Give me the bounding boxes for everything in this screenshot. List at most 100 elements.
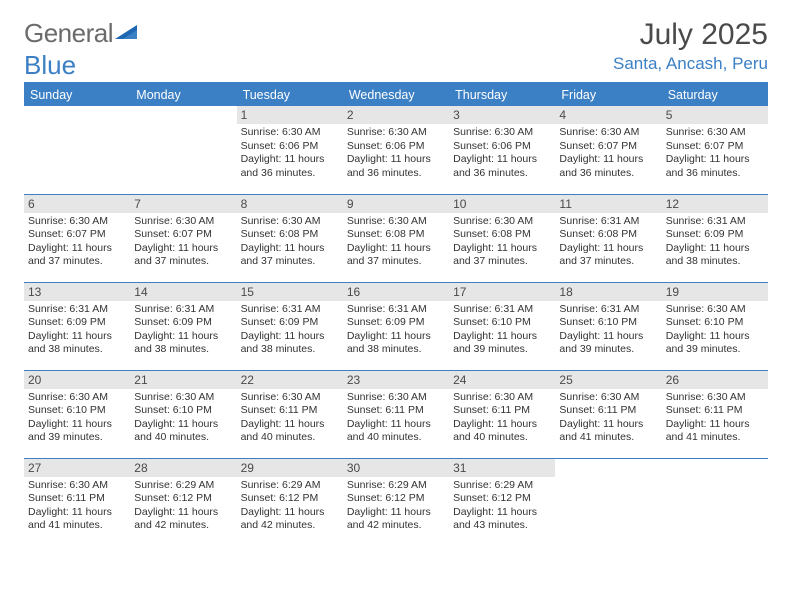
day-details: Sunrise: 6:30 AMSunset: 6:10 PMDaylight:… xyxy=(666,303,764,358)
day-number: 31 xyxy=(449,459,555,477)
day-number: 9 xyxy=(343,195,449,213)
day-details: Sunrise: 6:30 AMSunset: 6:10 PMDaylight:… xyxy=(134,391,232,446)
day-number: 14 xyxy=(130,283,236,301)
day-details: Sunrise: 6:30 AMSunset: 6:11 PMDaylight:… xyxy=(666,391,764,446)
day-details: Sunrise: 6:31 AMSunset: 6:09 PMDaylight:… xyxy=(134,303,232,358)
calendar-day-cell: 14 Sunrise: 6:31 AMSunset: 6:09 PMDayligh… xyxy=(130,282,236,370)
location: Santa, Ancash, Peru xyxy=(613,54,768,74)
day-number: 25 xyxy=(555,371,661,389)
day-details: Sunrise: 6:29 AMSunset: 6:12 PMDaylight:… xyxy=(134,479,232,534)
dayheader-monday: Monday xyxy=(130,84,236,106)
day-details: Sunrise: 6:30 AMSunset: 6:07 PMDaylight:… xyxy=(134,215,232,270)
day-number: 28 xyxy=(130,459,236,477)
day-number: 6 xyxy=(24,195,130,213)
dayheader-tuesday: Tuesday xyxy=(237,84,343,106)
day-details: Sunrise: 6:30 AMSunset: 6:06 PMDaylight:… xyxy=(453,126,551,181)
dayheader-sunday: Sunday xyxy=(24,84,130,106)
day-details: Sunrise: 6:30 AMSunset: 6:11 PMDaylight:… xyxy=(241,391,339,446)
calendar-day-cell: 1Sunrise: 6:30 AMSunset: 6:06 PMDaylight… xyxy=(237,106,343,194)
calendar-day-cell: 17 Sunrise: 6:31 AMSunset: 6:10 PMDayligh… xyxy=(449,282,555,370)
day-details: Sunrise: 6:30 AMSunset: 6:08 PMDaylight:… xyxy=(347,215,445,270)
day-number: 16 xyxy=(343,283,449,301)
day-number: 27 xyxy=(24,459,130,477)
day-number: 21 xyxy=(130,371,236,389)
calendar-day-cell: 2 Sunrise: 6:30 AMSunset: 6:06 PMDaylight… xyxy=(343,106,449,194)
calendar-day-cell: 29 Sunrise: 6:29 AMSunset: 6:12 PMDayligh… xyxy=(237,458,343,546)
calendar-day-cell: 20 Sunrise: 6:30 AMSunset: 6:10 PMDayligh… xyxy=(24,370,130,458)
calendar-week-row: 20Sunrise: 6:30 AMSunset: 6:10 PMDayligh… xyxy=(24,370,768,458)
day-number: 19 xyxy=(662,283,768,301)
day-details: Sunrise: 6:29 AMSunset: 6:12 PMDaylight:… xyxy=(347,479,445,534)
calendar-week-row: 6Sunrise: 6:30 AMSunset: 6:07 PMDaylight… xyxy=(24,194,768,282)
calendar-day-cell xyxy=(24,106,130,194)
dayheader-friday: Friday xyxy=(555,84,661,106)
calendar-day-cell: 7 Sunrise: 6:30 AMSunset: 6:07 PMDaylight… xyxy=(130,194,236,282)
day-number: 29 xyxy=(237,459,343,477)
day-number: 4 xyxy=(555,106,661,124)
day-number: 17 xyxy=(449,283,555,301)
day-number: 8 xyxy=(237,195,343,213)
calendar-day-cell: 13 Sunrise: 6:31 AMSunset: 6:09 PMDayligh… xyxy=(24,282,130,370)
calendar-day-cell: 16 Sunrise: 6:31 AMSunset: 6:09 PMDayligh… xyxy=(343,282,449,370)
day-details: Sunrise: 6:30 AMSunset: 6:08 PMDaylight:… xyxy=(241,215,339,270)
dayheader-saturday: Saturday xyxy=(662,84,768,106)
calendar-day-cell: 11Sunrise: 6:31 AMSunset: 6:08 PMDayligh… xyxy=(555,194,661,282)
calendar-day-cell: 22 Sunrise: 6:30 AMSunset: 6:11 PMDayligh… xyxy=(237,370,343,458)
calendar-day-cell: 28 Sunrise: 6:29 AMSunset: 6:12 PMDayligh… xyxy=(130,458,236,546)
day-details: Sunrise: 6:30 AMSunset: 6:08 PMDaylight:… xyxy=(453,215,551,270)
day-number: 23 xyxy=(343,371,449,389)
day-details: Sunrise: 6:30 AMSunset: 6:06 PMDaylight:… xyxy=(347,126,445,181)
dayheader-wednesday: Wednesday xyxy=(343,84,449,106)
calendar-day-cell: 5 Sunrise: 6:30 AMSunset: 6:07 PMDaylight… xyxy=(662,106,768,194)
day-details: Sunrise: 6:31 AMSunset: 6:10 PMDaylight:… xyxy=(453,303,551,358)
day-number: 2 xyxy=(343,106,449,124)
calendar-day-cell: 3 Sunrise: 6:30 AMSunset: 6:06 PMDaylight… xyxy=(449,106,555,194)
calendar-day-cell: 19 Sunrise: 6:30 AMSunset: 6:10 PMDayligh… xyxy=(662,282,768,370)
day-details: Sunrise: 6:31 AMSunset: 6:09 PMDaylight:… xyxy=(666,215,764,270)
day-number: 12 xyxy=(662,195,768,213)
day-number: 1 xyxy=(237,106,343,124)
calendar-day-cell: 27Sunrise: 6:30 AMSunset: 6:11 PMDayligh… xyxy=(24,458,130,546)
calendar-day-cell: 6Sunrise: 6:30 AMSunset: 6:07 PMDaylight… xyxy=(24,194,130,282)
dayheader-thursday: Thursday xyxy=(449,84,555,106)
calendar-day-cell: 31 Sunrise: 6:29 AMSunset: 6:12 PMDayligh… xyxy=(449,458,555,546)
calendar-day-cell xyxy=(555,458,661,546)
month-year: July 2025 xyxy=(613,18,768,52)
day-details: Sunrise: 6:31 AMSunset: 6:09 PMDaylight:… xyxy=(28,303,126,358)
calendar-day-cell: 24 Sunrise: 6:30 AMSunset: 6:11 PMDayligh… xyxy=(449,370,555,458)
day-details: Sunrise: 6:30 AMSunset: 6:11 PMDaylight:… xyxy=(559,391,657,446)
day-number: 18 xyxy=(555,283,661,301)
calendar-day-cell xyxy=(662,458,768,546)
calendar-week-row: 27Sunrise: 6:30 AMSunset: 6:11 PMDayligh… xyxy=(24,458,768,546)
day-header-row: Sunday Monday Tuesday Wednesday Thursday… xyxy=(24,84,768,106)
day-details: Sunrise: 6:30 AMSunset: 6:11 PMDaylight:… xyxy=(453,391,551,446)
day-details: Sunrise: 6:31 AMSunset: 6:09 PMDaylight:… xyxy=(241,303,339,358)
calendar-day-cell: 23Sunrise: 6:30 AMSunset: 6:11 PMDayligh… xyxy=(343,370,449,458)
header: General July 2025 Santa, Ancash, Peru xyxy=(24,18,768,74)
day-number: 10 xyxy=(449,195,555,213)
day-details: Sunrise: 6:29 AMSunset: 6:12 PMDaylight:… xyxy=(453,479,551,534)
calendar-day-cell: 12 Sunrise: 6:31 AMSunset: 6:09 PMDayligh… xyxy=(662,194,768,282)
title-block: July 2025 Santa, Ancash, Peru xyxy=(613,18,768,74)
day-number: 7 xyxy=(130,195,236,213)
day-details: Sunrise: 6:30 AMSunset: 6:07 PMDaylight:… xyxy=(666,126,764,181)
calendar-day-cell: 10 Sunrise: 6:30 AMSunset: 6:08 PMDayligh… xyxy=(449,194,555,282)
calendar-day-cell: 4 Sunrise: 6:30 AMSunset: 6:07 PMDaylight… xyxy=(555,106,661,194)
calendar-table: Sunday Monday Tuesday Wednesday Thursday… xyxy=(24,84,768,546)
day-details: Sunrise: 6:29 AMSunset: 6:12 PMDaylight:… xyxy=(241,479,339,534)
day-details: Sunrise: 6:31 AMSunset: 6:09 PMDaylight:… xyxy=(347,303,445,358)
calendar-day-cell: 9 Sunrise: 6:30 AMSunset: 6:08 PMDaylight… xyxy=(343,194,449,282)
brand-logo: General xyxy=(24,18,139,49)
day-number: 5 xyxy=(662,106,768,124)
day-number: 20 xyxy=(24,371,130,389)
day-details: Sunrise: 6:30 AMSunset: 6:10 PMDaylight:… xyxy=(28,391,126,446)
day-number: 24 xyxy=(449,371,555,389)
calendar-day-cell xyxy=(130,106,236,194)
day-number: 3 xyxy=(449,106,555,124)
calendar-week-row: 1Sunrise: 6:30 AMSunset: 6:06 PMDaylight… xyxy=(24,106,768,194)
day-details: Sunrise: 6:31 AMSunset: 6:10 PMDaylight:… xyxy=(559,303,657,358)
calendar-day-cell: 8 Sunrise: 6:30 AMSunset: 6:08 PMDaylight… xyxy=(237,194,343,282)
day-number: 22 xyxy=(237,371,343,389)
day-number: 13 xyxy=(24,283,130,301)
day-details: Sunrise: 6:30 AMSunset: 6:07 PMDaylight:… xyxy=(559,126,657,181)
